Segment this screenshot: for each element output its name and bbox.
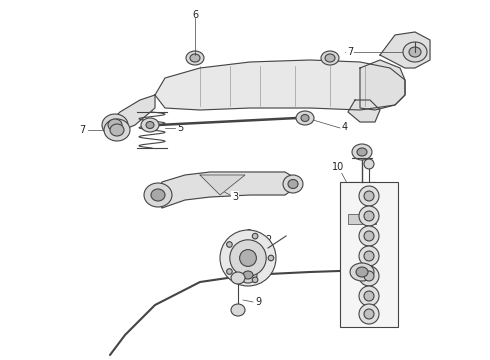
Ellipse shape	[357, 148, 367, 156]
Ellipse shape	[104, 119, 130, 141]
Ellipse shape	[141, 118, 159, 132]
Circle shape	[359, 286, 379, 306]
Ellipse shape	[102, 114, 128, 136]
Ellipse shape	[409, 47, 421, 57]
Polygon shape	[348, 100, 380, 122]
Ellipse shape	[144, 183, 172, 207]
Circle shape	[364, 211, 374, 221]
Circle shape	[364, 159, 374, 169]
Circle shape	[359, 246, 379, 266]
Circle shape	[230, 240, 266, 276]
Circle shape	[359, 186, 379, 206]
Circle shape	[220, 230, 276, 286]
Polygon shape	[155, 172, 295, 208]
Polygon shape	[110, 95, 155, 132]
Ellipse shape	[350, 263, 374, 281]
Ellipse shape	[325, 54, 335, 62]
Ellipse shape	[403, 42, 427, 62]
Circle shape	[252, 233, 258, 239]
Ellipse shape	[296, 111, 314, 125]
Circle shape	[226, 269, 232, 274]
Ellipse shape	[231, 272, 245, 284]
Ellipse shape	[231, 304, 245, 316]
Polygon shape	[200, 175, 245, 195]
Ellipse shape	[239, 267, 257, 283]
Ellipse shape	[283, 175, 303, 193]
Ellipse shape	[321, 51, 339, 65]
Text: 3: 3	[232, 192, 238, 202]
Circle shape	[364, 231, 374, 241]
Ellipse shape	[151, 189, 165, 201]
Ellipse shape	[190, 54, 200, 62]
Ellipse shape	[108, 119, 122, 131]
Circle shape	[359, 266, 379, 286]
Text: 6: 6	[192, 10, 198, 20]
Text: 9: 9	[255, 297, 261, 307]
Circle shape	[252, 277, 258, 283]
Circle shape	[226, 242, 232, 247]
Text: 10: 10	[332, 162, 344, 172]
Circle shape	[268, 255, 274, 261]
Circle shape	[364, 191, 374, 201]
Circle shape	[364, 291, 374, 301]
Polygon shape	[155, 60, 405, 110]
Text: 1: 1	[387, 210, 393, 220]
Text: 5: 5	[177, 123, 183, 133]
Ellipse shape	[356, 267, 368, 277]
Polygon shape	[360, 60, 405, 110]
Circle shape	[240, 249, 256, 266]
Text: 4: 4	[342, 122, 348, 132]
Circle shape	[364, 309, 374, 319]
Bar	[348, 182, 376, 255]
Ellipse shape	[146, 122, 154, 129]
Circle shape	[364, 251, 374, 261]
Circle shape	[359, 304, 379, 324]
Ellipse shape	[288, 180, 298, 189]
Bar	[348, 213, 376, 224]
Text: 7: 7	[347, 47, 353, 57]
Text: 7: 7	[79, 125, 85, 135]
Bar	[340, 182, 398, 327]
Circle shape	[359, 226, 379, 246]
Text: 2: 2	[265, 235, 271, 245]
Circle shape	[364, 271, 374, 281]
Ellipse shape	[301, 114, 309, 122]
Text: 8: 8	[245, 229, 251, 239]
Ellipse shape	[352, 144, 372, 160]
Ellipse shape	[110, 124, 124, 136]
Circle shape	[359, 206, 379, 226]
Ellipse shape	[243, 271, 253, 279]
Ellipse shape	[186, 51, 204, 65]
Polygon shape	[380, 32, 430, 68]
